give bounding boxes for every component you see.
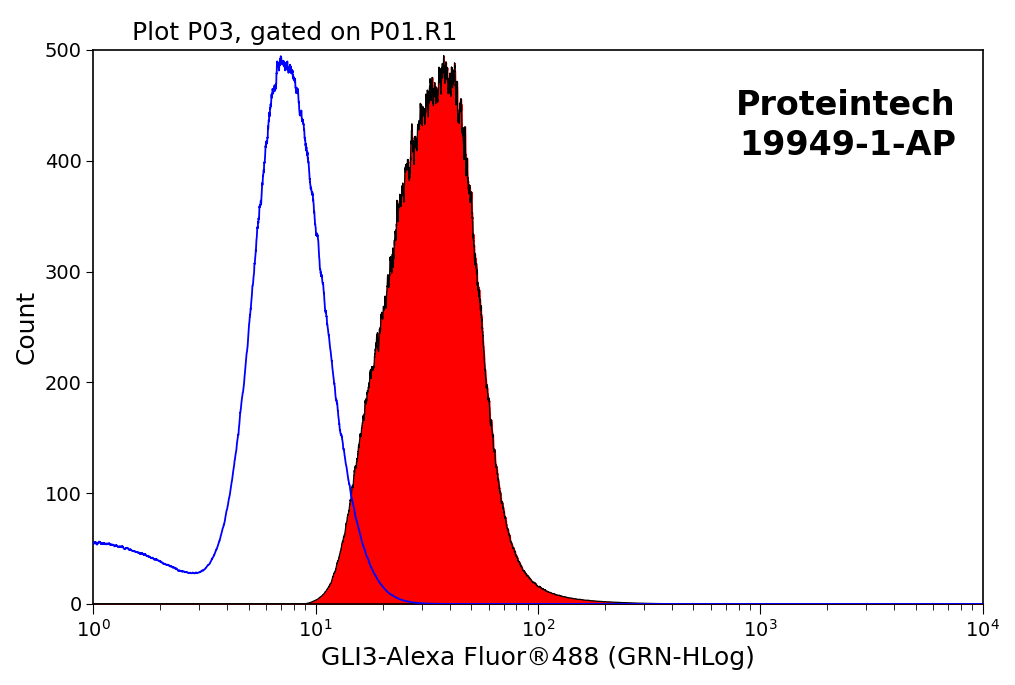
X-axis label: GLI3-Alexa Fluor®488 (GRN-HLog): GLI3-Alexa Fluor®488 (GRN-HLog)	[321, 646, 755, 670]
Y-axis label: Count: Count	[15, 290, 39, 364]
Text: Proteintech
19949-1-AP: Proteintech 19949-1-AP	[736, 88, 956, 162]
Text: Plot P03, gated on P01.R1: Plot P03, gated on P01.R1	[132, 21, 458, 45]
